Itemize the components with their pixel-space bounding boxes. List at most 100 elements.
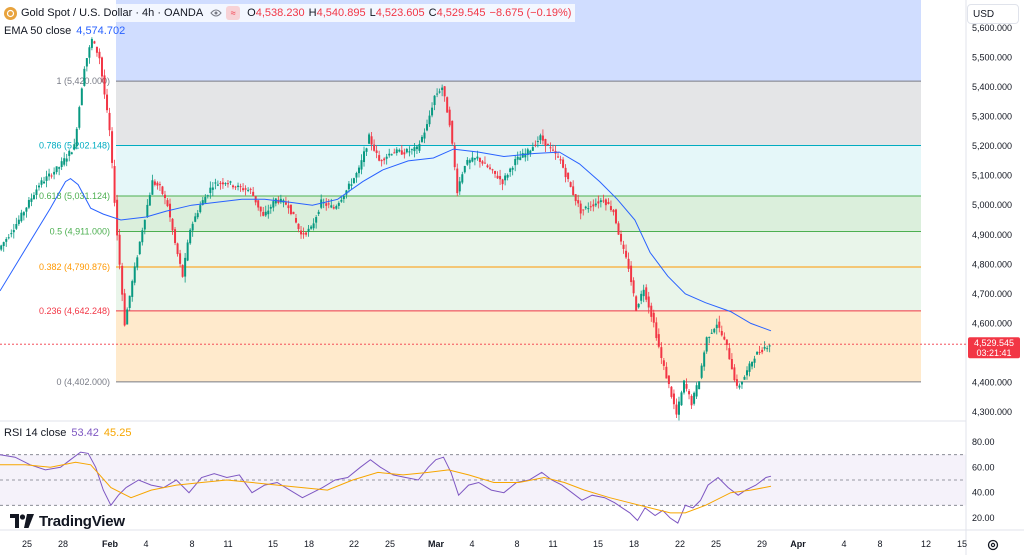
- candle-body: [433, 95, 436, 106]
- candle-body: [163, 194, 166, 199]
- candle-body: [426, 124, 429, 131]
- candle-body: [463, 165, 466, 173]
- candle-body: [289, 204, 292, 215]
- price-tick-label: 5,100.000: [972, 171, 1012, 181]
- candle-body: [113, 166, 116, 203]
- candle-body: [720, 330, 723, 336]
- price-tick-label: 5,000.000: [972, 200, 1012, 210]
- gear-icon[interactable]: [986, 538, 1000, 552]
- candle-body: [756, 351, 759, 355]
- candle-body: [574, 194, 577, 202]
- candle-body: [302, 233, 305, 235]
- candle-body: [652, 312, 655, 323]
- tradingview-logo[interactable]: TradingView: [10, 512, 125, 530]
- tradingview-wordmark: TradingView: [39, 512, 125, 530]
- candle-body: [635, 296, 638, 311]
- candle-body: [405, 148, 408, 153]
- candle-body: [158, 184, 161, 186]
- candle-body: [166, 200, 169, 207]
- candle-body: [249, 188, 252, 190]
- candle-body: [453, 145, 456, 168]
- candle-body: [239, 186, 242, 188]
- candle-body: [410, 149, 413, 151]
- candle-body: [128, 295, 131, 308]
- candle-body: [766, 348, 769, 350]
- candle-body: [161, 186, 164, 194]
- price-tick-label: 4,300.000: [972, 407, 1012, 417]
- candle-body: [174, 229, 177, 243]
- candle-body: [68, 150, 71, 156]
- candle-body: [373, 144, 376, 151]
- candle-body: [100, 57, 103, 77]
- candle-body: [244, 188, 247, 190]
- candle-body: [559, 159, 562, 161]
- candle-body: [232, 185, 235, 188]
- last-price-tag: [968, 337, 1020, 359]
- candle-body: [347, 183, 350, 190]
- symbol-title[interactable]: Gold Spot / U.S. Dollar · 4h · OANDA: [21, 7, 204, 19]
- eye-icon[interactable]: [209, 6, 223, 20]
- candle-body: [602, 200, 605, 202]
- candle-body: [693, 392, 696, 404]
- candle-body: [609, 206, 612, 211]
- candle-body: [370, 136, 373, 145]
- candle-body: [531, 147, 534, 151]
- price-tick-label: 5,200.000: [972, 141, 1012, 151]
- candle-body: [106, 94, 109, 111]
- candle-body: [743, 376, 746, 380]
- candle-body: [305, 232, 308, 235]
- candle-body: [0, 245, 3, 250]
- candle-body: [60, 161, 63, 167]
- currency-button[interactable]: USD: [967, 4, 1019, 24]
- candle-body: [607, 201, 610, 205]
- candle-body: [637, 303, 640, 308]
- candle-body: [179, 253, 182, 264]
- candle-body: [88, 47, 91, 58]
- time-tick-label: 25: [22, 539, 32, 549]
- candle-body: [287, 205, 290, 209]
- candle-body: [398, 149, 401, 152]
- candle-body: [388, 153, 391, 156]
- candle-body: [735, 379, 738, 386]
- rsi-legend[interactable]: RSI 14 close 53.42 45.25: [4, 425, 131, 441]
- candle-body: [78, 107, 81, 128]
- candle-body: [30, 198, 33, 202]
- candle-body: [151, 180, 154, 195]
- close-value: 4,529.545: [436, 7, 486, 19]
- candle-body: [297, 223, 300, 230]
- candle-body: [698, 381, 701, 390]
- candle-body: [423, 132, 426, 139]
- candle-body: [584, 206, 587, 209]
- candle-body: [526, 149, 529, 155]
- candle-body: [614, 209, 617, 224]
- candle-body: [413, 147, 416, 152]
- candle-body: [116, 199, 119, 236]
- fib-level-label: 0.236 (4,642.248): [39, 306, 110, 316]
- fib-band: [116, 310, 921, 382]
- ema-legend[interactable]: EMA 50 close 4,574.702: [4, 23, 125, 39]
- candle-body: [211, 187, 214, 190]
- candle-body: [363, 151, 366, 163]
- candle-body: [672, 393, 675, 405]
- candle-body: [403, 152, 406, 155]
- time-tick-label: Apr: [790, 539, 806, 549]
- candle-body: [43, 181, 46, 184]
- candle-body: [650, 305, 653, 317]
- candle-body: [350, 184, 353, 186]
- candle-body: [141, 230, 144, 243]
- candle-body: [395, 149, 398, 154]
- candle-body: [592, 204, 595, 207]
- candle-body: [191, 223, 194, 231]
- candle-body: [53, 171, 56, 175]
- rsi-ma-value: 45.25: [103, 427, 132, 439]
- low-label: L: [369, 7, 376, 19]
- candle-body: [279, 198, 282, 203]
- time-tick-label: 8: [877, 539, 882, 549]
- candle-body: [269, 206, 272, 209]
- candle-body: [352, 178, 355, 184]
- approx-icon[interactable]: ≈: [226, 6, 241, 20]
- tradingview-icon: [10, 514, 34, 528]
- candle-body: [677, 401, 680, 415]
- candle-body: [667, 375, 670, 385]
